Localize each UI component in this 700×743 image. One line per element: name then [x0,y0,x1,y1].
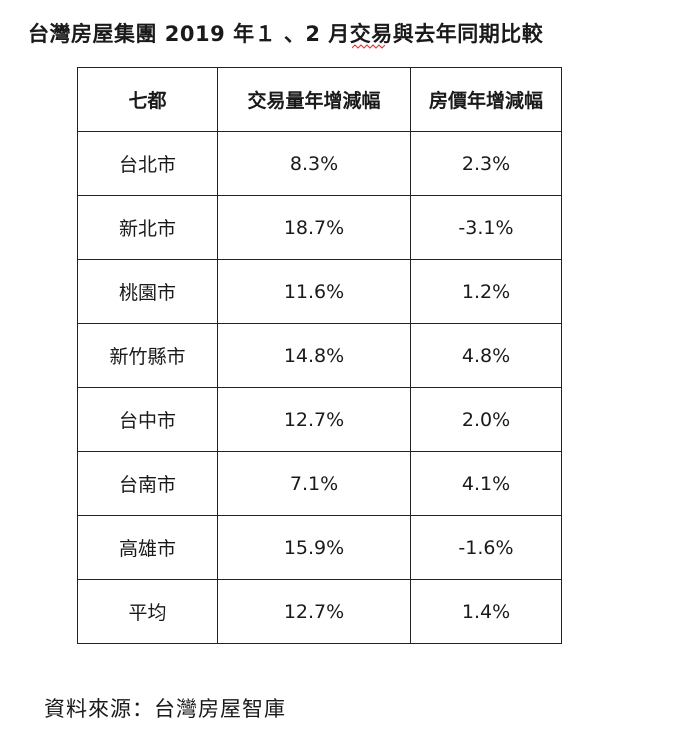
price-change-cell: 4.1% [410,451,562,516]
volume-change-cell: 11.6% [217,259,411,324]
table-row: 台北市 8.3% 2.3% [77,131,562,196]
source-note: 資料來源：台灣房屋智庫 [44,697,286,721]
table-row: 台南市 7.1% 4.1% [77,451,562,516]
table-row: 高雄市 15.9% -1.6% [77,515,562,580]
volume-change-cell: 12.7% [217,387,411,452]
city-cell: 新竹縣市 [77,323,218,388]
table-row: 台中市 12.7% 2.0% [77,387,562,452]
price-change-cell: 4.8% [410,323,562,388]
volume-change-cell: 15.9% [217,515,411,580]
volume-change-cell: 7.1% [217,451,411,516]
table-row: 新竹縣市 14.8% 4.8% [77,323,562,388]
volume-change-cell: 14.8% [217,323,411,388]
volume-change-cell: 8.3% [217,131,411,196]
city-cell: 台南市 [77,451,218,516]
page-title: 台灣房屋集團 2019 年１ 、2 月交易與去年同期比較 [28,22,544,46]
spellcheck-squiggle [352,44,386,49]
table-header-row: 七都 交易量年增減幅 房價年增減幅 [77,67,562,132]
volume-change-cell: 12.7% [217,579,411,644]
price-change-cell: 2.3% [410,131,562,196]
volume-change-cell: 18.7% [217,195,411,260]
city-cell: 台北市 [77,131,218,196]
table-row-average: 平均 12.7% 1.4% [77,579,562,644]
comparison-table: 七都 交易量年增減幅 房價年增減幅 台北市 8.3% 2.3% 新北市 18.7… [77,67,562,644]
price-change-cell: -1.6% [410,515,562,580]
price-change-cell: 1.2% [410,259,562,324]
table-row: 桃園市 11.6% 1.2% [77,259,562,324]
header-city: 七都 [77,67,218,132]
city-cell: 桃園市 [77,259,218,324]
table-row: 新北市 18.7% -3.1% [77,195,562,260]
price-change-cell: 2.0% [410,387,562,452]
city-cell: 台中市 [77,387,218,452]
city-cell: 新北市 [77,195,218,260]
price-change-cell: 1.4% [410,579,562,644]
price-change-cell: -3.1% [410,195,562,260]
header-volume-change: 交易量年增減幅 [217,67,411,132]
city-cell: 平均 [77,579,218,644]
city-cell: 高雄市 [77,515,218,580]
header-price-change: 房價年增減幅 [410,67,562,132]
